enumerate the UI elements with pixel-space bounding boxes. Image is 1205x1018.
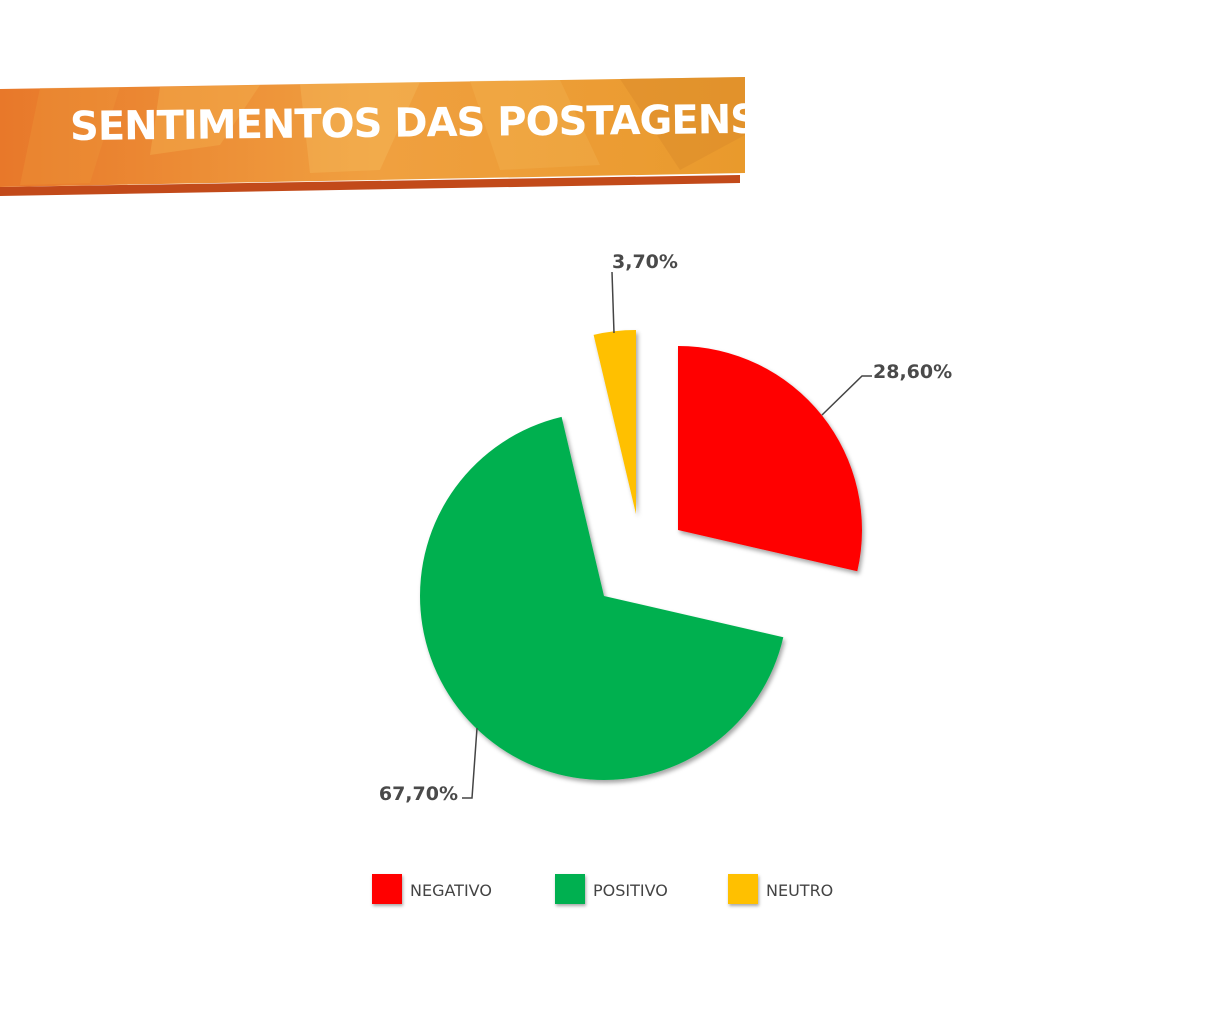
legend-label-positivo: POSITIVO [593,881,668,900]
legend-swatch-positivo [555,874,585,904]
data-label-neutro: 3,70% [612,251,678,273]
legend-swatch-neutro [728,874,758,904]
leader-line-positivo [462,727,478,799]
title-banner: SENTIMENTOS DAS POSTAGENS [0,75,758,197]
legend-swatch-negativo [372,874,402,904]
legend-label-negativo: NEGATIVO [410,881,492,900]
pie-chart: 28,60% 67,70% 3,70% [379,251,952,805]
data-label-negativo: 28,60% [873,361,952,383]
leader-line-negativo [821,375,872,416]
pie-slice-negativo [678,346,862,572]
banner-background [0,77,745,196]
pie-slice-positivo [420,416,784,780]
data-label-positivo: 67,70% [379,783,458,805]
leader-line-neutro [611,271,615,334]
pie-slice-neutro [593,329,636,514]
legend-label-neutro: NEUTRO [766,881,834,900]
legend: NEGATIVO POSITIVO NEUTRO [0,872,1205,912]
